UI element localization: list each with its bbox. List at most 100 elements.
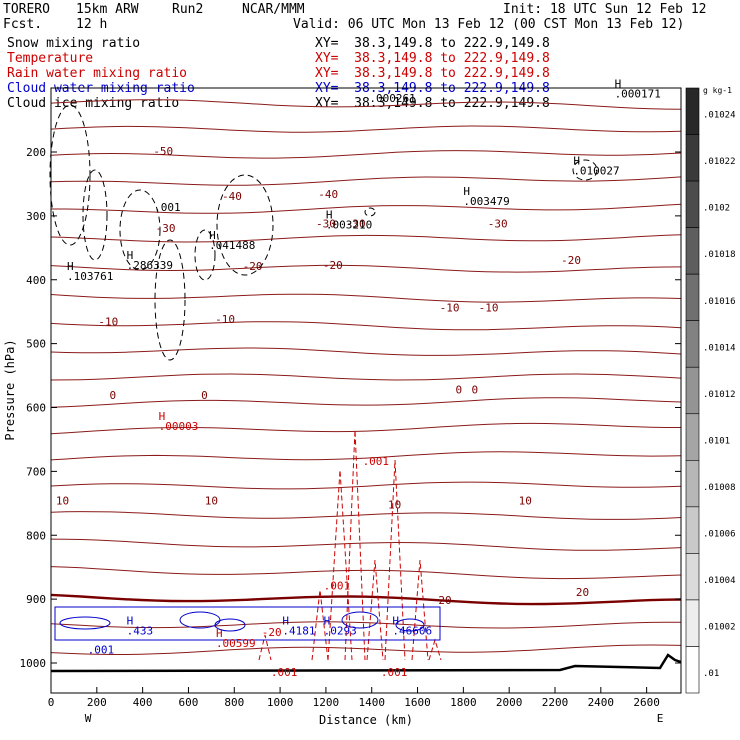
colorbar-segment	[685, 134, 700, 182]
extremum-value: .001	[154, 201, 181, 214]
isotherm-line	[50, 293, 682, 303]
isotherm-line	[50, 566, 682, 580]
colorbar-label: .01008	[703, 483, 736, 493]
isotherm-label: 10	[388, 498, 401, 511]
x-tick-label: 600	[179, 696, 199, 709]
extremum-value: .000261	[369, 92, 415, 105]
isotherm-line	[50, 234, 682, 243]
isotherm-line	[50, 644, 682, 655]
colorbar-segment	[685, 366, 700, 415]
y-tick-label: 1000	[20, 657, 47, 670]
colorbar-label: .01014	[703, 343, 736, 353]
colorbar-label: .01006	[703, 529, 736, 539]
snow-contour	[49, 104, 91, 246]
x-tick-label: 2600	[633, 696, 660, 709]
snow-contour	[154, 239, 186, 361]
isotherm-label: -30	[156, 222, 176, 235]
y-tick-label: 500	[26, 338, 46, 351]
colorbar-label: .01018	[703, 250, 736, 260]
cloud-water-contour	[341, 611, 379, 629]
extremum-value: .46606	[392, 624, 432, 637]
colorbar-label: .01024	[703, 111, 736, 121]
extremum-marker: H	[159, 410, 166, 423]
extremum-value: .001	[363, 455, 390, 468]
isotherm-label: -20	[243, 260, 263, 273]
isotherm-lines	[50, 99, 682, 655]
forecast-hours: 12 h	[76, 17, 108, 32]
cloud-water-contour	[179, 611, 221, 629]
legend-temp-xy: XY= 38.3,149.8 to 222.9,149.8	[315, 51, 550, 66]
init-time: Init: 18 UTC Sun 12 Feb 12	[503, 2, 707, 17]
isotherm-line	[50, 176, 682, 186]
rain-contour	[344, 429, 366, 661]
x-tick-label: 400	[133, 696, 153, 709]
isotherm-label: 10	[519, 495, 532, 508]
x-tick-label: 2400	[588, 696, 615, 709]
isotherm-label: -30	[316, 217, 336, 230]
colorbar: .01024 .01022 .0102 .01018 .01016 .01014 .0101…	[685, 86, 736, 694]
extremum-marker: H	[463, 185, 470, 198]
x-tick-label: 0	[48, 696, 55, 709]
terrain-line	[50, 653, 682, 673]
y-tick-label: 900	[26, 593, 46, 606]
isotherm-line	[50, 593, 682, 606]
extremum-value: .103761	[67, 270, 113, 283]
extremum-marker: H	[282, 614, 289, 627]
extremum-marker: H	[209, 229, 216, 242]
x-tick-label: 2000	[496, 696, 523, 709]
colorbar-segment	[685, 506, 700, 554]
colorbar-label: .0101	[703, 436, 730, 446]
x-tick-label: 1000	[267, 696, 294, 709]
extremum-value: .001	[88, 643, 115, 656]
isotherm-line	[50, 397, 682, 408]
isotherm-line	[50, 264, 682, 273]
x-east-label: E	[657, 712, 664, 725]
colorbar-segment	[685, 460, 700, 508]
isotherm-line	[51, 203, 682, 214]
isotherm-label: -10	[440, 302, 460, 315]
cloud-water-contour	[54, 606, 441, 641]
legend-rain-xy: XY= 38.3,149.8 to 222.9,149.8	[315, 66, 550, 81]
extremum-value: .000171	[615, 88, 661, 101]
colorbar-label: .01	[703, 669, 719, 679]
isotherm-line	[50, 373, 682, 381]
isotherm-label: 20	[438, 594, 451, 607]
colorbar-segment	[685, 273, 700, 321]
colorbar-segment	[685, 599, 700, 647]
extremum-value: .003479	[463, 195, 509, 208]
x-axis-label: Distance (km)	[319, 713, 413, 727]
extremum-marker: H	[326, 209, 333, 222]
isotherm-line	[50, 538, 682, 551]
colorbar-segment	[685, 413, 700, 461]
extremum-marker: H	[573, 154, 580, 167]
valid-time: Valid: 06 UTC Mon 13 Feb 12 (00 CST Mon …	[293, 17, 685, 32]
extremum-value: .433	[127, 624, 154, 637]
organization: NCAR/MMM	[242, 2, 305, 17]
isotherm-line	[50, 511, 682, 520]
extremum-value: .00599	[216, 637, 256, 650]
moisture-contours	[49, 104, 682, 673]
model-resolution: 15km ARW	[76, 2, 139, 17]
isotherm-label: 10	[56, 495, 69, 508]
extremum-value: .003210	[326, 219, 372, 232]
rain-contour	[428, 638, 442, 661]
colorbar-label: .01002	[703, 623, 736, 633]
cloud-water-contour	[395, 618, 425, 632]
x-west-label: W	[85, 712, 92, 725]
isotherm-label: 0	[110, 389, 117, 402]
isotherm-label: 10	[205, 495, 218, 508]
snow-contour	[364, 207, 376, 217]
isotherm-label: -30	[488, 217, 508, 230]
colorbar-segment	[685, 87, 700, 135]
extremum-value: .4181	[282, 624, 315, 637]
y-tick-label: 800	[26, 529, 46, 542]
rain-contour	[384, 459, 406, 661]
x-tick-label: 1600	[404, 696, 431, 709]
model-name: TORERO	[3, 2, 50, 17]
snow-contour	[194, 229, 216, 281]
isotherm-label: -10	[98, 316, 118, 329]
isotherm-label: -40	[222, 190, 242, 203]
colorbar-label: .01004	[703, 576, 736, 586]
forecast-label: Fcst.	[3, 17, 43, 32]
